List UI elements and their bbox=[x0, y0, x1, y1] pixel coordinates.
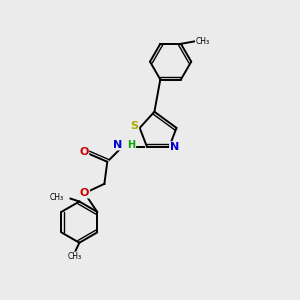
Text: CH₃: CH₃ bbox=[68, 252, 82, 261]
Text: S: S bbox=[130, 122, 138, 131]
Text: CH₃: CH₃ bbox=[50, 193, 64, 202]
Text: CH₃: CH₃ bbox=[196, 37, 210, 46]
Text: O: O bbox=[80, 188, 89, 198]
Text: O: O bbox=[79, 147, 88, 157]
Text: H: H bbox=[127, 140, 136, 150]
Text: N: N bbox=[170, 142, 179, 152]
Text: N: N bbox=[113, 140, 123, 150]
